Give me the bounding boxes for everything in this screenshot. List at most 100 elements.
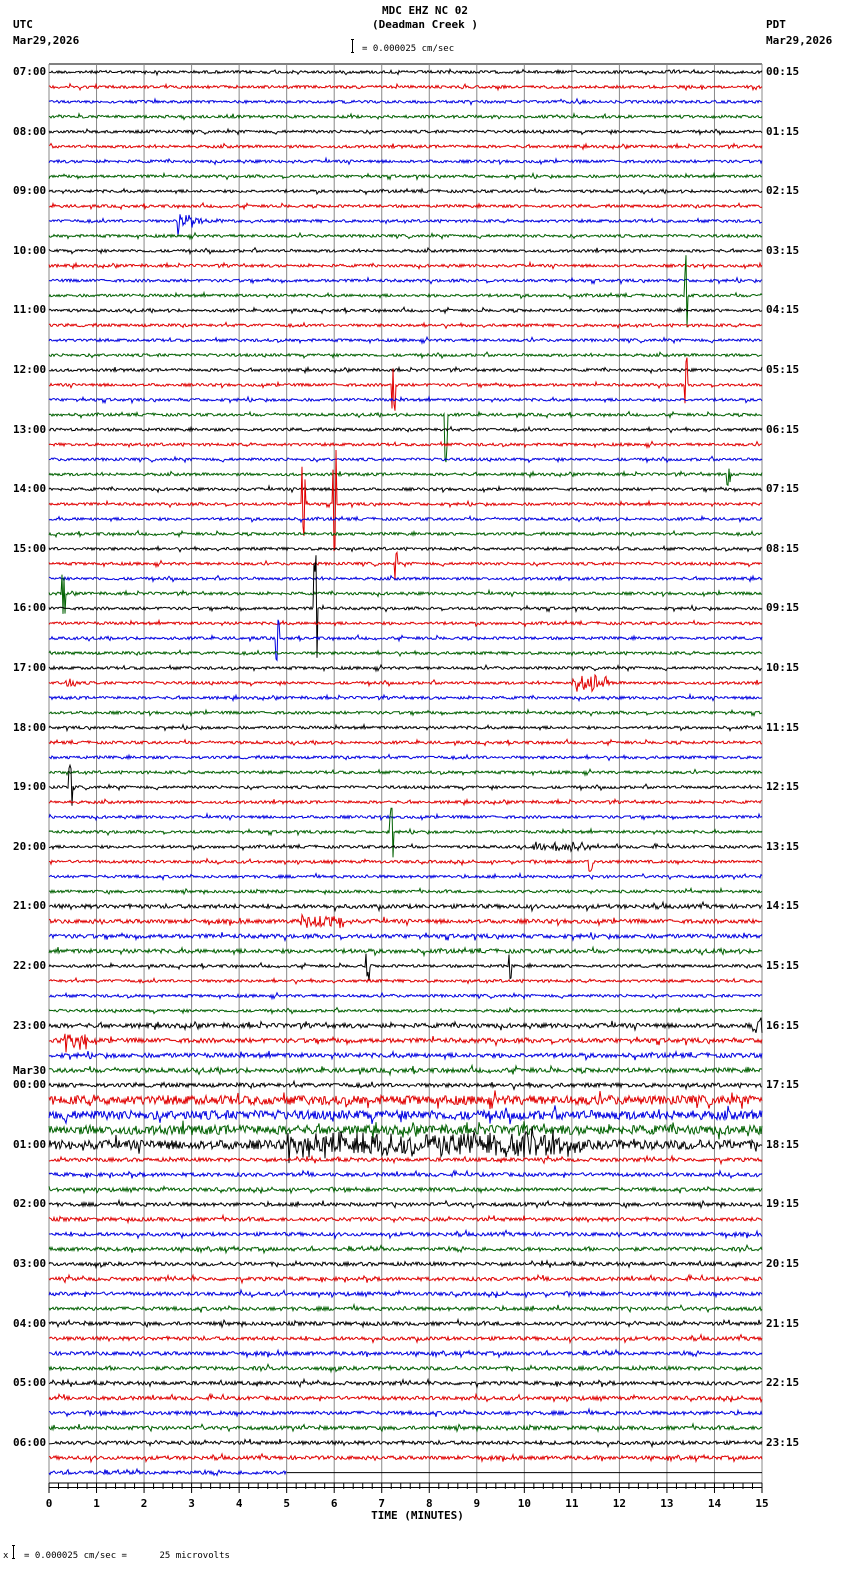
trace-row [48,201,763,211]
pdt-hour-label: 00:15 [766,65,800,78]
pdt-hour-label: 23:15 [766,1435,800,1449]
trace-row [48,97,762,106]
x-tick-label: 8 [425,1497,433,1510]
trace-row [48,673,763,693]
trace-row [48,127,763,137]
pdt-hour-label: 12:15 [766,780,800,794]
utc-hour-label: 15:00 [13,541,47,555]
trace-row [48,1105,763,1126]
trace-row [48,708,763,718]
trace-row [48,1392,763,1404]
x-tick-label: 7 [378,1497,386,1510]
trace-row [48,1288,763,1299]
pdt-hour-label: 17:15 [766,1078,800,1092]
utc-hour-label: 17:00 [13,661,47,674]
trace-row [48,976,763,985]
trace-row [48,1079,763,1091]
utc-hour-label: 13:00 [13,422,47,436]
trace-row [48,912,763,929]
trace-row [48,1185,763,1195]
utc-hour-label: 09:00 [13,184,47,198]
utc-hour-label: 23:00 [13,1018,47,1032]
trace-row [48,321,763,330]
utc-hour-label: 03:00 [13,1257,47,1270]
trace-row [48,1033,763,1053]
x-tick-label: 14 [707,1497,722,1510]
trace-row [48,1243,763,1255]
pdt-hour-label: 22:15 [766,1376,800,1390]
utc-hour-label: 11:00 [13,303,47,317]
trace-row [48,1333,763,1345]
trace-row [49,1228,763,1241]
trace-row [48,1317,763,1329]
trace-row [48,1467,287,1477]
trace-row [48,455,763,464]
pdt-hour-label: 21:15 [766,1316,800,1330]
utc-hour-label: 12:00 [13,363,47,376]
pdt-hour-label: 15:15 [766,959,800,972]
trace-row [48,276,763,286]
trace-row [48,514,763,524]
trace-row [48,449,763,552]
trace-row [48,1259,763,1270]
trace-row [48,753,763,762]
x-tick-label: 0 [45,1497,53,1510]
utc-hour-label: 00:00 [13,1078,47,1092]
trace-row [48,1126,763,1164]
pdt-hour-label: 02:15 [766,184,800,198]
x-tick-label: 13 [660,1497,674,1510]
trace-row [48,1363,763,1374]
trace-row [48,171,763,181]
x-tick-label: 11 [565,1497,579,1510]
trace-row [48,1063,763,1077]
trace-row [48,953,763,982]
left-date: Mar29,2026 [13,34,80,47]
utc-hour-label: 19:00 [13,780,47,794]
pdt-hour-label: 14:15 [766,899,800,913]
trace-row [48,1438,763,1449]
pdt-hour-label: 01:15 [766,124,800,138]
footer-scale-text: = 0.000025 cm/sec = 25 microvolts [24,1551,230,1561]
trace-row [48,1154,763,1166]
utc-hour-label: 05:00 [13,1376,47,1390]
trace-row [48,142,763,151]
trace-row [48,335,762,345]
pdt-hour-label: 16:15 [766,1018,800,1032]
pdt-hour-label: 19:15 [766,1197,800,1211]
x-tick-label: 2 [140,1497,148,1510]
trace-row [48,82,763,92]
trace-row [48,692,762,703]
date-change-label: Mar30 [13,1064,47,1078]
trace-row [48,255,763,328]
x-tick-label: 9 [473,1497,481,1510]
x-tick-label: 10 [517,1497,531,1510]
pdt-hour-label: 13:15 [766,839,800,853]
trace-row [48,410,763,463]
x-tick-label: 3 [188,1497,195,1510]
trace-row [48,468,763,487]
trace-row [48,1198,763,1210]
utc-hour-label: 16:00 [13,601,47,615]
trace-row [48,260,763,271]
trace-row [48,357,763,411]
pdt-hour-label: 11:15 [766,720,800,734]
footer-scale-bar-icon [12,1545,15,1559]
trace-row [48,722,763,733]
trace-row [48,1302,763,1314]
utc-hour-label: 07:00 [13,65,47,78]
utc-hour-label: 02:00 [13,1197,47,1211]
trace-row [48,1169,763,1180]
x-tick-label: 1 [93,1497,100,1510]
trace-row [48,768,763,777]
x-tick-label: 15 [755,1497,769,1510]
utc-hour-label: 22:00 [13,959,47,972]
pdt-hour-label: 07:15 [766,482,800,496]
trace-row [48,1049,763,1062]
left-timezone: UTC [13,18,33,31]
x-tick-label: 6 [330,1497,338,1510]
trace-row [48,1120,763,1140]
utc-hour-label: 18:00 [13,720,47,734]
trace-row [48,484,763,494]
trace-row [48,111,763,121]
